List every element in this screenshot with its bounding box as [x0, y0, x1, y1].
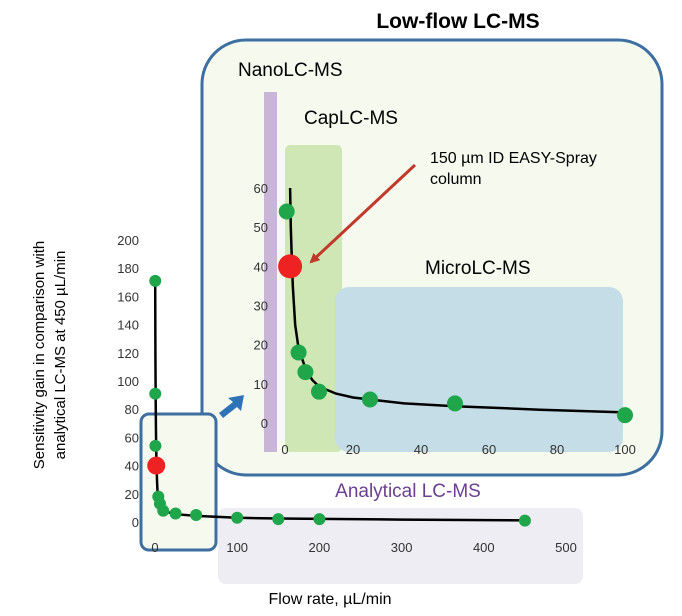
micro-label: MicroLC-MS [425, 258, 531, 279]
annotation-line2: column [430, 171, 482, 188]
cap-label: CapLC-MS [304, 108, 398, 129]
main-y-tick-label: 180 [117, 261, 139, 276]
inset-highlight-point [278, 254, 303, 279]
main-x-tick-label: 0 [151, 540, 158, 555]
main-y-tick-label: 160 [117, 289, 139, 304]
x-axis-label: Flow rate, µL/min [268, 591, 391, 608]
inset-y-tick-label: 60 [254, 181, 268, 196]
main-y-tick-label: 40 [125, 459, 139, 474]
main-y-tick-label: 60 [125, 430, 139, 445]
inset-x-tick-label: 60 [482, 442, 496, 457]
chart-title: Low-flow LC-MS [376, 10, 539, 33]
main-data-point [272, 513, 285, 526]
main-y-tick-label: 80 [125, 402, 139, 417]
main-y-tick-label: 200 [117, 233, 139, 248]
main-y-tick-label: 20 [125, 487, 139, 502]
analytical-band [218, 508, 583, 584]
main-data-point [518, 514, 531, 527]
inset-x-tick-label: 40 [414, 442, 428, 457]
inset-y-tick-label: 20 [254, 338, 268, 353]
inset-x-tick-label: 0 [281, 442, 288, 457]
inset-x-tick-label: 20 [346, 442, 360, 457]
annotation-arrow [309, 163, 417, 264]
main-x-tick-label: 500 [555, 540, 577, 555]
zoom-arrow-icon [219, 395, 244, 418]
main-chart: 0 100 200 300 400 500020406080100120140160180… [117, 233, 577, 555]
inset-data-point [278, 203, 295, 220]
main-x-tick-label: 400 [473, 540, 495, 555]
analytical-label: Analytical LC-MS [335, 481, 481, 502]
inset-x-tick-label: 100 [614, 442, 636, 457]
main-y-tick-label: 100 [117, 374, 139, 389]
inset-data-point [297, 364, 314, 381]
nano-band [264, 92, 277, 452]
inset-chart: 0 20 40 60 80 100 0 10 20 30 40 50 60 [254, 181, 636, 457]
main-data-point [149, 387, 162, 400]
main-data-point [149, 439, 162, 452]
main-data-point [149, 274, 162, 287]
main-data-point [190, 508, 203, 521]
main-data-point [231, 511, 244, 524]
inset-x-tick-label: 80 [550, 442, 564, 457]
inset-data-point [617, 407, 633, 424]
main-x-tick-label: 200 [309, 540, 331, 555]
inset-y-tick-label: 10 [254, 377, 268, 392]
inset-y-tick-label: 50 [254, 220, 268, 235]
annotation-line1: 150 µm ID EASY-Spray [430, 150, 597, 167]
inset-y-tick-label: 0 [261, 416, 268, 431]
y-axis-label-line1: Sensitivity gain in comparison with [31, 241, 48, 469]
inset-y-tick-label: 30 [254, 299, 268, 314]
main-highlight-point [147, 456, 166, 475]
inset-data-point [362, 391, 378, 408]
main-y-tick-label: 120 [117, 346, 139, 361]
inset-data-point [447, 395, 463, 412]
y-axis-label-line2: analytical LC-MS at 450 µL/min [52, 251, 69, 460]
nano-label: NanoLC-MS [238, 60, 343, 81]
main-y-tick-label: 140 [117, 318, 139, 333]
zoom-box [139, 412, 218, 552]
inset-y-tick-label: 40 [254, 259, 268, 274]
micro-band [335, 287, 623, 452]
main-data-point [313, 513, 326, 526]
main-x-tick-label: 100 [226, 540, 248, 555]
main-data-point [169, 507, 182, 520]
inset-data-point [311, 383, 327, 400]
main-data-point [157, 504, 170, 517]
inset-data-point [290, 344, 307, 361]
main-x-tick-label: 300 [391, 540, 413, 555]
main-y-tick-label: 0 [132, 515, 139, 530]
